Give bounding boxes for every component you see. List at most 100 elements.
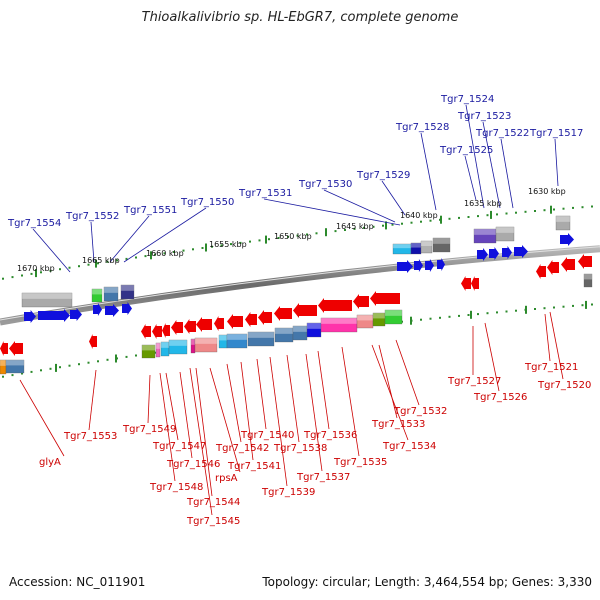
- gene-label-top: Tgr7_1531: [238, 188, 292, 199]
- gene-label-bottom: Tgr7_1540: [240, 430, 294, 441]
- track-dot: [448, 315, 451, 318]
- gene-block: [168, 339, 188, 355]
- gene-block-shine: [169, 340, 187, 346]
- track-dot: [97, 262, 99, 265]
- track-dot: [553, 208, 555, 211]
- track-dot: [515, 211, 517, 214]
- gene-label-top: Tgr7_1529: [356, 170, 410, 181]
- gene-label-top: Tgr7_1550: [180, 197, 234, 208]
- track-dot: [429, 317, 432, 320]
- track-dot: [59, 268, 61, 271]
- scale-label: 1630 kbp: [528, 187, 566, 196]
- reverse-gene-arrow: [141, 324, 151, 339]
- gene-block-shine: [191, 339, 195, 345]
- leader-line: [378, 344, 398, 419]
- gene-label-bottom: Tgr7_1548: [149, 482, 203, 493]
- gene-block-shine: [22, 293, 72, 299]
- gene-block-shine: [411, 243, 421, 248]
- gene-block-shine: [248, 332, 274, 338]
- track-dot: [572, 206, 574, 209]
- reverse-gene-arrow: [152, 324, 162, 339]
- track-dot: [21, 274, 23, 277]
- leader-line: [549, 311, 564, 380]
- gene-label-bottom: Tgr7_1535: [333, 457, 387, 468]
- track-dot: [68, 364, 71, 367]
- track-dot: [401, 222, 403, 225]
- track-dot: [591, 303, 593, 306]
- track-dot: [410, 221, 413, 224]
- track-dot: [439, 316, 441, 319]
- track-tick: [490, 210, 492, 219]
- track-tick: [115, 354, 117, 363]
- gene-label-bottom: rpsA: [215, 473, 238, 484]
- forward-gene-arrow: [477, 248, 488, 261]
- gene-block-shine: [321, 318, 357, 324]
- leader-layer: [19, 104, 564, 516]
- track-dot: [458, 216, 460, 219]
- gene-block-shine: [373, 313, 385, 319]
- track-dot: [40, 271, 42, 274]
- gene-block-shine: [357, 315, 373, 321]
- track-tick: [385, 221, 387, 230]
- track-dot: [125, 257, 128, 260]
- track-dot: [581, 304, 584, 307]
- leader-line: [109, 215, 150, 263]
- track-dot: [11, 276, 14, 279]
- genome-stats-text: Topology: circular; Length: 3,464,554 bp…: [262, 575, 592, 589]
- gene-block: [91, 288, 103, 303]
- track-dot: [30, 272, 33, 275]
- track-dot: [315, 232, 318, 235]
- leader-line: [269, 356, 288, 487]
- track-dot: [268, 238, 270, 241]
- reverse-gene-arrow: [0, 341, 8, 356]
- gene-block-shine: [227, 334, 247, 340]
- track-dot: [106, 260, 109, 263]
- track-dot: [59, 366, 61, 369]
- track-dot: [553, 306, 555, 309]
- reverse-gene-arrow: [162, 323, 170, 338]
- gene-block-shine: [496, 227, 514, 233]
- track-dot: [2, 277, 4, 280]
- scale-label: 1635 kbp: [464, 199, 502, 208]
- leader-line: [381, 180, 406, 216]
- leader-line: [544, 313, 551, 362]
- track-tick: [470, 310, 472, 319]
- gene-block: [495, 226, 515, 242]
- backbone-layer: [0, 245, 600, 326]
- gene-block: [420, 240, 433, 254]
- track-dot: [562, 207, 565, 210]
- track-dot: [116, 259, 118, 262]
- track-dot: [296, 234, 299, 237]
- leader-line: [484, 322, 500, 392]
- track-dot: [534, 308, 536, 310]
- gene-label-top: Tgr7_1522: [475, 128, 529, 139]
- leader-line: [286, 354, 300, 443]
- gene-block: [194, 337, 218, 353]
- gene-label-bottom: Tgr7_1536: [303, 430, 357, 441]
- gene-label-top: Tgr7_1530: [298, 179, 352, 190]
- gene-block: [103, 286, 119, 302]
- gene-label-bottom: Tgr7_1526: [473, 392, 527, 403]
- leader-line: [240, 361, 254, 461]
- track-dot: [78, 363, 80, 366]
- track-tick: [35, 269, 37, 278]
- forward-gene-arrow: [93, 303, 102, 316]
- track-tick: [150, 251, 152, 260]
- gene-block-shine: [195, 338, 217, 344]
- gene-block-shine: [421, 241, 432, 246]
- track-dot: [230, 243, 232, 246]
- track-dot: [458, 314, 460, 317]
- track-dot: [2, 375, 4, 378]
- gene-block: [384, 309, 403, 325]
- leader-line: [371, 344, 409, 441]
- gene-label-bottom: Tgr7_1527: [447, 376, 501, 387]
- leader-line: [19, 379, 65, 457]
- track-dot: [543, 307, 546, 310]
- gene-label-bottom: Tgr7_1541: [227, 461, 281, 472]
- upper-dotted-track: [2, 205, 593, 280]
- track-dot: [420, 220, 422, 223]
- gene-label-top: Tgr7_1552: [65, 211, 119, 222]
- forward-gene-arrow: [489, 247, 499, 260]
